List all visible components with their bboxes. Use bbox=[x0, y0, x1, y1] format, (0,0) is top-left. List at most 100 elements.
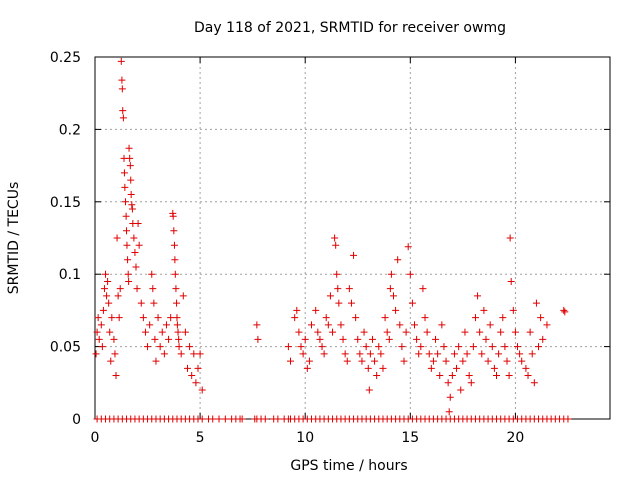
data-point bbox=[429, 357, 437, 365]
data-point bbox=[492, 372, 500, 380]
data-point bbox=[320, 350, 328, 358]
data-point bbox=[316, 335, 324, 343]
data-point bbox=[293, 306, 301, 314]
data-point bbox=[537, 314, 545, 322]
data-point bbox=[183, 364, 191, 372]
data-point bbox=[532, 299, 540, 307]
data-point bbox=[124, 256, 132, 264]
data-point bbox=[337, 321, 345, 329]
data-point bbox=[543, 321, 551, 329]
data-point bbox=[110, 335, 118, 343]
data-point bbox=[503, 357, 511, 365]
data-point bbox=[434, 350, 442, 358]
data-point bbox=[438, 321, 446, 329]
data-point-zero bbox=[274, 415, 282, 423]
data-point bbox=[505, 372, 513, 380]
data-point bbox=[186, 343, 194, 351]
data-point bbox=[127, 176, 135, 184]
x-tick-label: 15 bbox=[401, 430, 419, 446]
data-point bbox=[386, 285, 394, 293]
data-point bbox=[417, 343, 425, 351]
data-point bbox=[156, 343, 164, 351]
data-point bbox=[398, 343, 406, 351]
data-point bbox=[453, 364, 461, 372]
data-point bbox=[501, 343, 509, 351]
data-point bbox=[436, 372, 444, 380]
data-point-zero bbox=[215, 415, 223, 423]
data-point-zero bbox=[238, 415, 246, 423]
data-point bbox=[358, 357, 366, 365]
data-point bbox=[122, 212, 130, 220]
data-point bbox=[92, 350, 100, 358]
data-point bbox=[421, 314, 429, 322]
data-point bbox=[169, 212, 177, 220]
data-point bbox=[350, 251, 358, 259]
data-point bbox=[123, 241, 131, 249]
data-point bbox=[125, 277, 133, 285]
data-point bbox=[150, 299, 158, 307]
data-point bbox=[131, 248, 139, 256]
data-point bbox=[115, 314, 123, 322]
data-point bbox=[440, 343, 448, 351]
data-point bbox=[175, 335, 183, 343]
data-point bbox=[461, 328, 469, 336]
data-point bbox=[406, 270, 414, 278]
data-point bbox=[445, 408, 453, 416]
data-point bbox=[368, 335, 376, 343]
data-point bbox=[254, 335, 262, 343]
x-axis-ticks: 0 5 10 15 20 bbox=[91, 57, 524, 446]
data-point bbox=[192, 379, 200, 387]
data-point bbox=[162, 321, 170, 329]
data-point bbox=[132, 263, 140, 271]
data-point bbox=[188, 372, 196, 380]
data-point bbox=[329, 328, 337, 336]
data-point bbox=[425, 350, 433, 358]
data-point bbox=[312, 306, 320, 314]
data-point-zero bbox=[198, 415, 206, 423]
data-point bbox=[149, 285, 157, 293]
data-point bbox=[134, 220, 142, 228]
data-point bbox=[334, 285, 342, 293]
data-point bbox=[171, 256, 179, 264]
data-point bbox=[486, 321, 494, 329]
data-point bbox=[324, 321, 332, 329]
grid bbox=[95, 57, 610, 419]
data-point bbox=[124, 270, 132, 278]
data-points bbox=[92, 57, 572, 423]
data-point bbox=[105, 299, 113, 307]
data-point bbox=[450, 350, 458, 358]
data-point bbox=[444, 379, 452, 387]
data-point bbox=[121, 183, 129, 191]
data-point bbox=[104, 277, 112, 285]
y-axis-label: SRMTID / TECUs bbox=[6, 182, 22, 295]
data-point bbox=[463, 350, 471, 358]
data-point bbox=[404, 243, 412, 251]
data-point bbox=[144, 343, 152, 351]
data-point bbox=[339, 335, 347, 343]
data-point bbox=[158, 328, 166, 336]
data-point bbox=[365, 386, 373, 394]
y-tick-label: 0.1 bbox=[59, 267, 81, 283]
data-point bbox=[389, 292, 397, 300]
data-point bbox=[119, 114, 127, 122]
data-point bbox=[469, 343, 477, 351]
data-point bbox=[457, 386, 465, 394]
data-point bbox=[108, 314, 116, 322]
data-point bbox=[408, 299, 416, 307]
data-point bbox=[402, 328, 410, 336]
data-point bbox=[526, 328, 534, 336]
data-point bbox=[148, 270, 156, 278]
data-point bbox=[495, 350, 503, 358]
data-point bbox=[560, 306, 568, 314]
data-point bbox=[343, 357, 351, 365]
data-point bbox=[332, 241, 340, 249]
data-point bbox=[100, 285, 108, 293]
data-point bbox=[152, 357, 160, 365]
data-point bbox=[196, 350, 204, 358]
data-point bbox=[322, 314, 330, 322]
y-tick-label: 0.05 bbox=[50, 340, 81, 356]
data-point bbox=[106, 328, 114, 336]
data-point bbox=[415, 350, 423, 358]
data-point bbox=[117, 57, 125, 65]
data-point bbox=[128, 201, 136, 209]
